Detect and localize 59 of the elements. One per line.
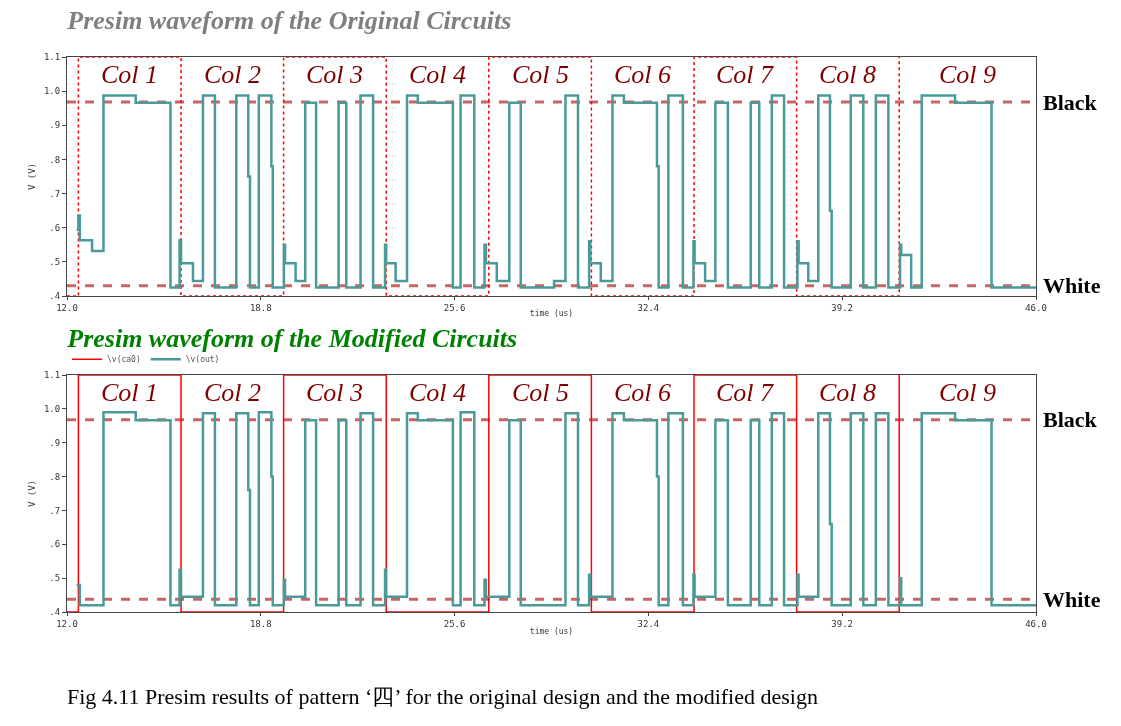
chart-title: Presim waveform of the Original Circuits: [66, 6, 512, 36]
annotation: Col 5: [512, 378, 570, 407]
x-tick-label: 18.8: [249, 618, 272, 629]
annotation: Col 7: [716, 378, 775, 407]
y-tick-label: .5: [49, 257, 61, 268]
y-tick-label: .6: [49, 539, 61, 550]
y-tick-label: .7: [49, 505, 61, 516]
y-tick-label: .5: [49, 573, 61, 584]
annotation: Col 3: [306, 60, 364, 89]
y-tick-label: 1.0: [43, 86, 61, 97]
annotation: Col 4: [409, 60, 467, 89]
y-tick-label: .9: [49, 120, 61, 131]
ref-line-label: Black: [1043, 90, 1098, 115]
annotation: Col 6: [614, 378, 672, 407]
x-tick-label: 25.6: [443, 618, 466, 629]
y-tick-label: 1.1: [43, 370, 61, 381]
annotation: Col 3: [306, 378, 364, 407]
x-tick-label: 12.0: [56, 618, 78, 629]
annotation: Col 7: [716, 60, 775, 89]
y-tick-label: .8: [49, 471, 61, 482]
annotation: Col 6: [614, 60, 672, 89]
annotation: Col 9: [939, 60, 997, 89]
x-tick-label: 32.4: [637, 618, 660, 629]
chart-title: Presim waveform of the Modified Circuits: [66, 324, 518, 354]
x-tick-label: 39.2: [831, 618, 854, 629]
annotation: Col 8: [819, 60, 877, 89]
annotation: Col 9: [939, 378, 997, 407]
x-tick-label: 46.0: [1025, 302, 1047, 313]
x-axis-title: time (us): [529, 309, 574, 318]
x-tick-label: 18.8: [249, 302, 272, 313]
x-axis-title: time (us): [529, 626, 574, 636]
annotation: Col 5: [512, 60, 570, 89]
annotation: Col 8: [819, 378, 877, 407]
annotation: Col 4: [409, 378, 467, 407]
y-tick-label: .8: [49, 154, 61, 165]
legend-label: \v(out): [185, 355, 220, 365]
ref-line-label: White: [1043, 587, 1101, 612]
annotation: Col 1: [101, 60, 159, 89]
x-tick-label: 39.2: [831, 302, 854, 313]
x-tick-label: 12.0: [56, 302, 78, 313]
y-tick-label: .4: [49, 291, 61, 302]
annotation: Col 2: [204, 378, 262, 407]
y-tick-label: .6: [49, 222, 61, 233]
y-axis-title: V (V): [27, 479, 38, 508]
legend-label: \v(ca0): [107, 355, 141, 365]
y-tick-label: .7: [49, 188, 61, 199]
annotation: Col 2: [204, 60, 262, 89]
annotation: Col 1: [101, 378, 159, 407]
y-tick-label: .4: [49, 607, 61, 618]
ref-line-label: Black: [1043, 407, 1098, 432]
x-tick-label: 32.4: [637, 302, 660, 313]
y-tick-label: 1.1: [43, 52, 61, 63]
x-tick-label: 25.6: [443, 302, 466, 313]
y-tick-label: .9: [49, 437, 61, 448]
y-tick-label: 1.0: [43, 404, 61, 415]
x-tick-label: 46.0: [1025, 618, 1047, 629]
ref-line-label: White: [1043, 273, 1101, 298]
y-axis-title: V (V): [27, 162, 38, 191]
caption: Fig 4.11 Presim results of pattern ‘四’ for the original design and the modified design: [66, 683, 819, 711]
